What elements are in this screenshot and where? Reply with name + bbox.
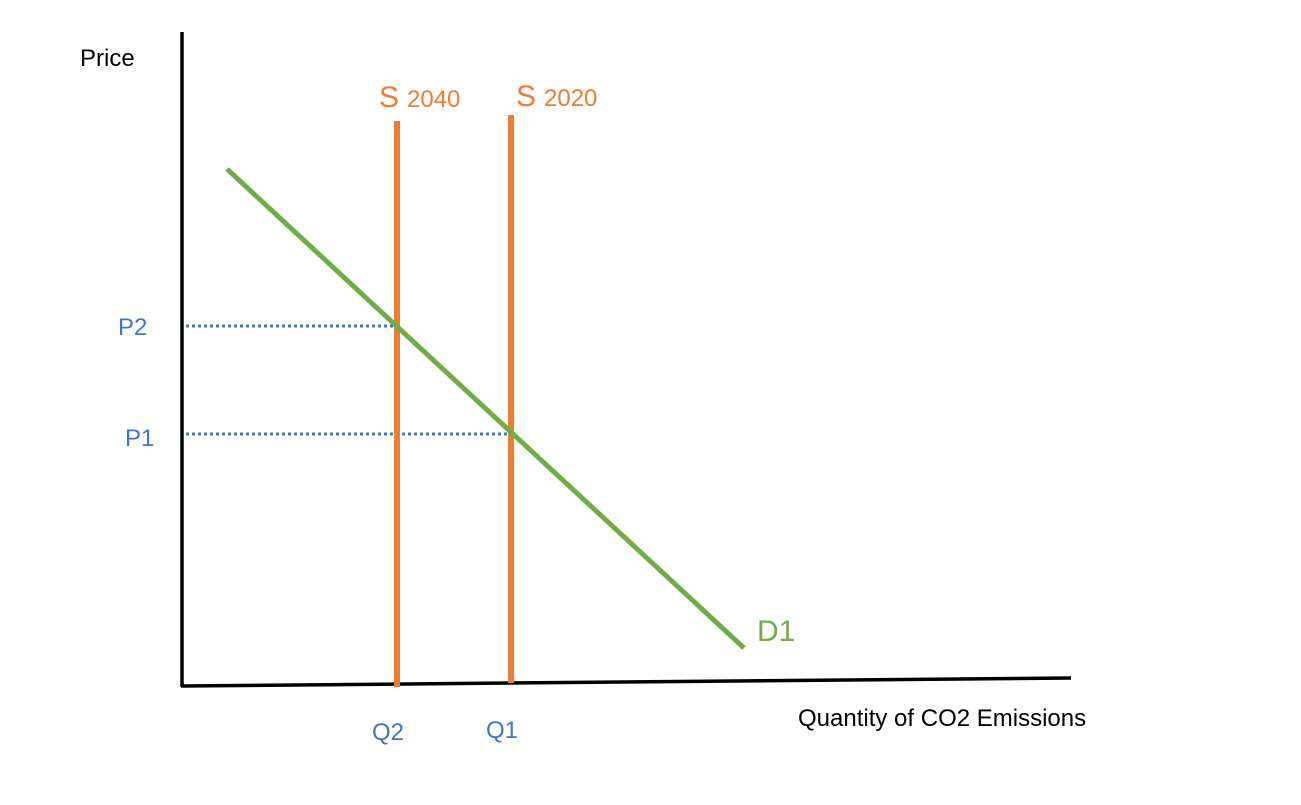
supply-2020-year: 2020 [544,85,597,112]
supply-2040-year: 2040 [407,86,460,113]
q2-label: Q2 [372,719,404,746]
p2-label: P2 [118,314,147,341]
supply-2020-letter: S [516,80,536,113]
x-axis [180,676,1072,688]
demand-line [225,167,746,650]
p1-label: P1 [125,425,154,452]
x-axis-label: Quantity of CO2 Emissions [798,705,1086,732]
y-axis-label: Price [80,45,135,72]
supply-2040-letter: S [379,81,399,114]
q1-label: Q1 [486,717,518,744]
demand-label: D1 [757,615,795,648]
